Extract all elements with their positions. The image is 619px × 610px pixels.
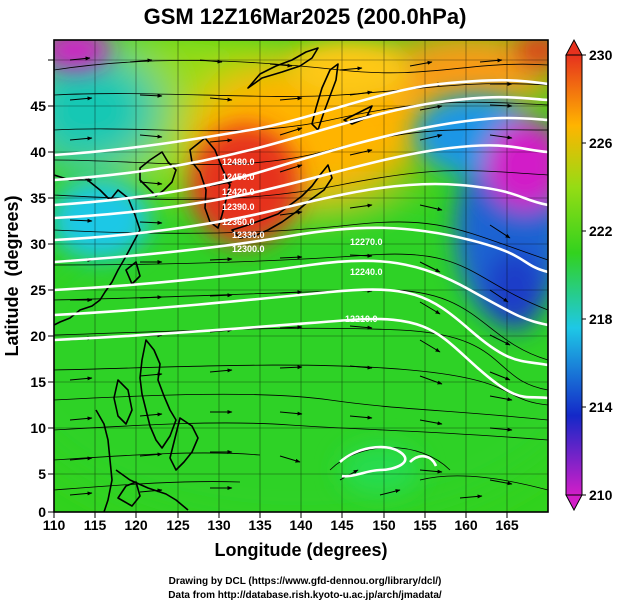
colorbar-label: 210 xyxy=(589,487,613,503)
y-tick-labels: 0 5 10 15 20 25 30 35 40 45 xyxy=(30,98,46,520)
x-tick-label: 110 xyxy=(43,517,66,533)
contour-label: 12270.0 xyxy=(350,237,383,247)
x-tick-labels: 110 115 120 125 130 135 140 145 150 155 … xyxy=(43,517,519,533)
y-tick-label: 5 xyxy=(38,466,46,482)
contour-label: 12210.0 xyxy=(345,314,378,324)
temperature-field xyxy=(54,40,548,512)
contour-label: 12240.0 xyxy=(350,267,383,277)
contour-label: 12480.0 xyxy=(222,157,255,167)
x-tick-label: 120 xyxy=(124,517,148,533)
height-contours xyxy=(54,78,548,478)
x-tick-label: 150 xyxy=(372,517,396,533)
colorbar-label: 218 xyxy=(589,311,613,327)
x-tick-label: 160 xyxy=(454,517,478,533)
x-tick-label: 145 xyxy=(330,517,354,533)
credit-line-2: Data from http://database.rish.kyoto-u.a… xyxy=(168,590,442,601)
colorbar-label: 214 xyxy=(589,399,613,415)
x-tick-label: 165 xyxy=(495,517,519,533)
x-axis-label: Longitude (degrees) xyxy=(214,540,387,560)
y-tick-label: 40 xyxy=(30,144,46,160)
colorbar-label: 230 xyxy=(589,47,613,63)
contour-label: 12330.0 xyxy=(232,230,265,240)
chart-title: GSM 12Z16Mar2025 (200.0hPa) xyxy=(144,4,467,29)
colorbar-bottom-triangle xyxy=(565,494,583,512)
axis-ticks xyxy=(48,59,508,518)
y-tick-label: 30 xyxy=(30,236,46,252)
y-tick-label: 20 xyxy=(30,328,46,344)
colorbar-gradient xyxy=(565,54,583,496)
colorbar-label: 222 xyxy=(589,223,613,239)
y-tick-label: 35 xyxy=(30,190,46,206)
colorbar-label: 226 xyxy=(589,135,613,151)
x-tick-label: 130 xyxy=(207,517,231,533)
y-tick-label: 25 xyxy=(30,282,46,298)
colorbar-top-triangle xyxy=(565,38,583,56)
contour-label: 12450.0 xyxy=(222,172,255,182)
y-tick-label: 15 xyxy=(30,374,46,390)
y-axis-label: Latitude (degrees) xyxy=(2,195,22,356)
x-tick-label: 155 xyxy=(413,517,437,533)
contour-labels: 12480.0 12450.0 12420.0 12390.0 12360.0 … xyxy=(222,157,383,324)
colorbar: 230 226 222 218 214 210 xyxy=(565,38,613,512)
y-tick-label: 10 xyxy=(30,420,46,436)
contour-label: 12420.0 xyxy=(222,187,255,197)
contour-label: 12390.0 xyxy=(222,202,255,212)
y-tick-label: 45 xyxy=(30,98,46,114)
contour-label: 12300.0 xyxy=(232,244,265,254)
contour-label: 12360.0 xyxy=(222,217,255,227)
x-tick-label: 125 xyxy=(166,517,190,533)
y-tick-label: 0 xyxy=(38,504,46,520)
x-tick-label: 135 xyxy=(248,517,272,533)
credit-line-1: Drawing by DCL (https://www.gfd-dennou.o… xyxy=(169,576,442,587)
x-tick-label: 115 xyxy=(84,517,107,533)
x-tick-label: 140 xyxy=(289,517,313,533)
